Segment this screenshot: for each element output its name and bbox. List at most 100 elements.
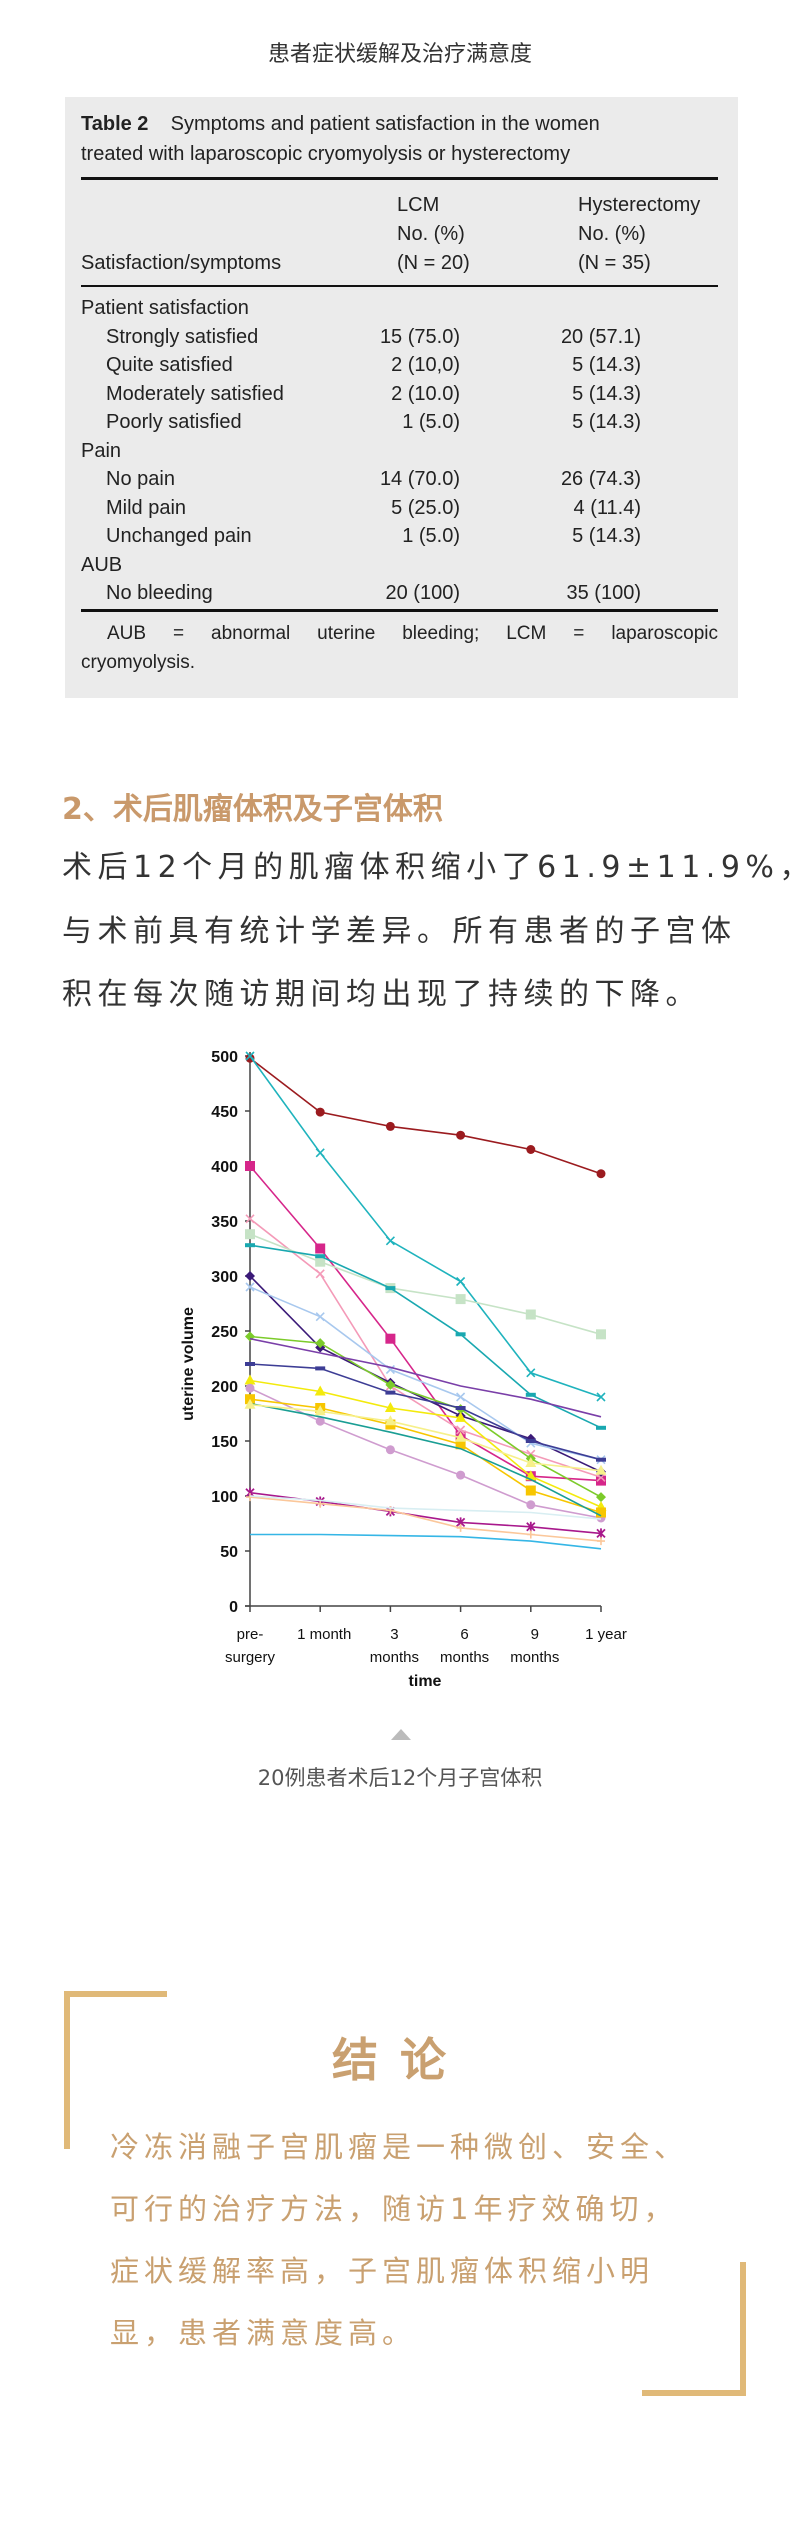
header-lcm-3: (N = 20) (397, 252, 470, 274)
x-tick-label: 9 months (510, 1626, 559, 1666)
header-satisfaction: Satisfaction/symptoms (81, 252, 282, 274)
series-line-10 (249, 1337, 602, 1418)
y-tick-label: 50 (220, 1544, 238, 1561)
header-lcm-2: No. (%) (397, 223, 465, 245)
data-point (596, 1475, 606, 1486)
table-row-label: Strongly satisfied (106, 325, 259, 348)
data-point (525, 1309, 536, 1320)
data-point (456, 1425, 466, 1435)
table-caption-line1: Table 2 Symptoms and patient satisfactio… (81, 113, 600, 136)
data-point (315, 1107, 325, 1117)
data-point (526, 1145, 536, 1154)
data-point (596, 1528, 606, 1539)
data-point (525, 1457, 537, 1467)
conclusion-line: 显，患者满意度高。 (110, 2316, 417, 2350)
data-point (526, 1521, 536, 1532)
table-2: Table 2 Symptoms and patient satisfactio… (65, 97, 738, 698)
x-tick-label: pre-surgery (225, 1626, 276, 1666)
table-cell-hysterectomy: 5 (14.3) (572, 382, 641, 405)
corner-top-left-vertical (64, 1991, 70, 2149)
table-footnote-line2: cryomyolysis. (81, 652, 196, 673)
data-point (245, 1383, 255, 1393)
data-point (245, 1282, 255, 1292)
table-row-label: Mild pain (106, 496, 187, 519)
data-point (245, 1051, 255, 1061)
data-point (385, 1121, 395, 1131)
table-cell-lcm: 14 (70.0) (379, 468, 460, 490)
conclusion-title: 结论 (332, 2033, 468, 2087)
y-tick-label: 400 (211, 1159, 238, 1176)
x-tick-label: 1 month (297, 1626, 351, 1643)
data-point (455, 1439, 466, 1450)
series-line-20 (250, 1533, 602, 1550)
table-row-label: Quite satisfied (106, 354, 233, 376)
x-tick-label: 1 year (585, 1626, 627, 1643)
data-point (245, 1161, 255, 1171)
data-point (246, 1493, 254, 1502)
series-line-5 (249, 1233, 602, 1336)
table-footnote-line1: AUB = abnormal uterine bleeding; LCM = l… (107, 623, 718, 644)
header-hyst-3: (N = 35) (578, 252, 651, 274)
table-top-rule (81, 177, 718, 180)
data-point (245, 1271, 255, 1281)
table-caption-label: Table 2 (81, 113, 149, 135)
table-cell-hysterectomy: 20 (57.1) (560, 325, 641, 348)
data-point (314, 1385, 326, 1396)
data-point (456, 1276, 466, 1287)
y-tick-label: 500 (211, 1049, 238, 1066)
table-row-label: No bleeding (106, 582, 213, 604)
data-point (245, 1243, 255, 1248)
table-cell-hysterectomy: 5 (14.3) (572, 411, 641, 433)
data-point (525, 1485, 536, 1496)
series-line-1 (249, 1057, 602, 1175)
data-point (385, 1445, 395, 1455)
table-cell-lcm: 5 (25.0) (391, 496, 460, 519)
data-point (315, 1243, 326, 1254)
data-point (455, 1294, 466, 1305)
table-group-label: Pain (81, 439, 122, 462)
data-point (315, 1312, 325, 1322)
table-cell-hysterectomy: 4 (11.4) (573, 496, 641, 519)
data-point (596, 1457, 606, 1462)
series-line-7 (249, 1275, 602, 1473)
table-group-label: AUB (81, 553, 123, 576)
table-cell-lcm: 2 (10,0) (391, 354, 460, 376)
series-line-9 (249, 1335, 602, 1498)
data-point (315, 1256, 326, 1267)
table-cell-hysterectomy: 5 (14.3) (572, 525, 641, 547)
series-line-16 (249, 1403, 602, 1472)
paragraph-line: 与术前具有统计学差异。所有患者的子宫体 (62, 914, 737, 949)
data-point (525, 1433, 536, 1444)
paragraph-line: 积在每次随访期间均出现了持续的下降。 (62, 977, 701, 1012)
conclusion-line: 可行的治疗方法，随访1年疗效确切， (110, 2192, 678, 2226)
series-line-2 (249, 1055, 602, 1398)
table-cell-lcm: 20 (100) (385, 582, 461, 604)
data-point (525, 1439, 536, 1443)
data-point (315, 1416, 325, 1426)
caption-triangle-icon (391, 1729, 411, 1740)
table-cell-lcm: 1 (5.0) (402, 525, 460, 547)
data-point (315, 1366, 326, 1371)
x-axis-label: time (409, 1673, 442, 1690)
y-tick-label: 300 (211, 1269, 238, 1286)
data-point (456, 1523, 465, 1532)
conclusion-line: 冷冻消融子宫肌瘤是一种微创、安全、 (110, 2130, 689, 2164)
header-hyst-2: No. (%) (578, 223, 646, 245)
series-line-3 (249, 1165, 602, 1482)
data-point (384, 1402, 396, 1412)
data-point (456, 1130, 466, 1140)
table-row-label: Moderately satisfied (106, 382, 284, 405)
data-point (244, 1374, 256, 1385)
data-point (597, 1537, 605, 1546)
table-group-label: Patient satisfaction (81, 297, 249, 319)
header-lcm-1: LCM (397, 194, 440, 216)
data-point (596, 1507, 606, 1518)
data-point (596, 1425, 606, 1430)
corner-bottom-right-vertical (740, 2262, 746, 2396)
table-row-label: No pain (106, 468, 175, 490)
conclusion-line: 症状缓解率高，子宫肌瘤体积缩小明 (110, 2254, 655, 2288)
series-line-19 (249, 1495, 602, 1520)
series-line-6 (249, 1244, 602, 1429)
table-cell-hysterectomy: 26 (74.3) (560, 468, 641, 490)
data-point (244, 1398, 256, 1409)
